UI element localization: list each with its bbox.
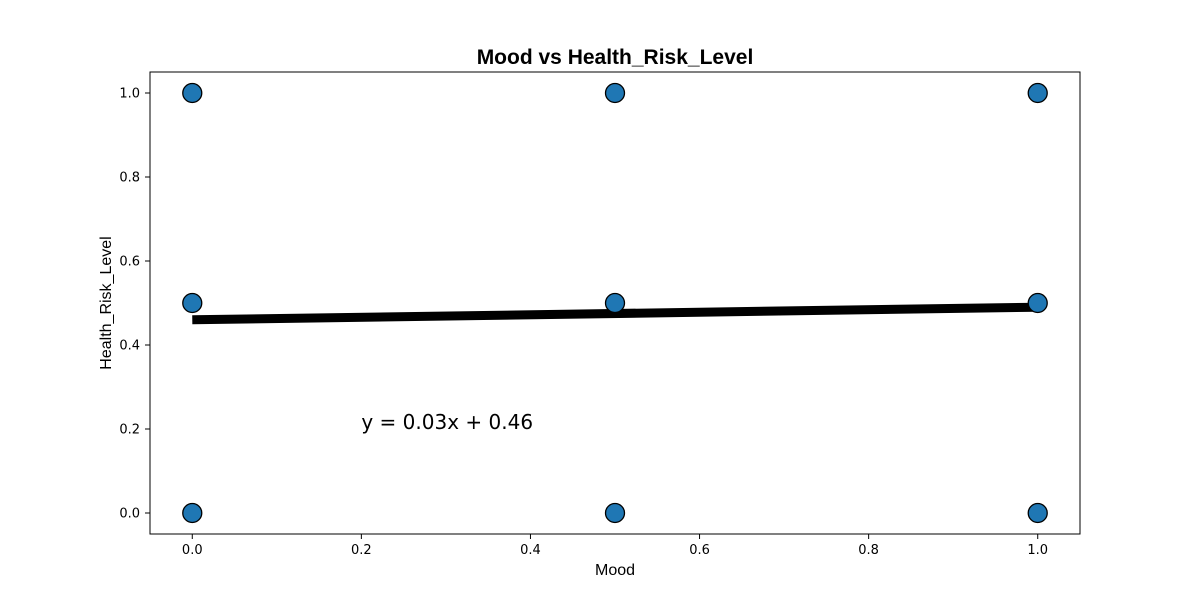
x-tick-label: 0.2 xyxy=(351,543,372,558)
regression-equation: y = 0.03x + 0.46 xyxy=(361,410,533,434)
trendline-layer xyxy=(192,302,1038,325)
x-tick-label: 0.0 xyxy=(182,543,203,558)
x-axis-ticks: 0.0 0.2 0.4 0.6 0.8 1.0 xyxy=(182,534,1048,558)
trendline xyxy=(192,302,1038,325)
y-tick-label: 0.8 xyxy=(119,171,140,186)
data-point xyxy=(182,82,203,104)
data-point xyxy=(604,82,626,104)
y-tick-label: 0.2 xyxy=(119,423,140,438)
data-point xyxy=(604,292,626,314)
y-axis-label: Health_Risk_Level xyxy=(98,236,115,369)
data-points xyxy=(182,82,1048,524)
data-point xyxy=(1027,502,1048,524)
y-tick-label: 1.0 xyxy=(119,87,140,102)
chart-title: Mood vs Health_Risk_Level xyxy=(477,46,754,69)
y-tick-label: 0.0 xyxy=(119,507,140,522)
x-tick-label: 0.8 xyxy=(858,543,879,558)
x-axis-label: Mood xyxy=(595,562,635,579)
y-axis-ticks: 0.0 0.2 0.4 0.6 0.8 1.0 xyxy=(119,87,150,522)
y-tick-label: 0.4 xyxy=(119,339,140,354)
data-point xyxy=(182,502,203,524)
data-point xyxy=(604,502,626,524)
x-tick-label: 0.6 xyxy=(689,543,710,558)
x-tick-label: 0.4 xyxy=(520,543,541,558)
data-point xyxy=(1027,82,1048,104)
x-tick-label: 1.0 xyxy=(1027,543,1048,558)
y-tick-label: 0.6 xyxy=(119,255,140,270)
data-point xyxy=(182,292,203,314)
data-point xyxy=(1027,292,1048,314)
